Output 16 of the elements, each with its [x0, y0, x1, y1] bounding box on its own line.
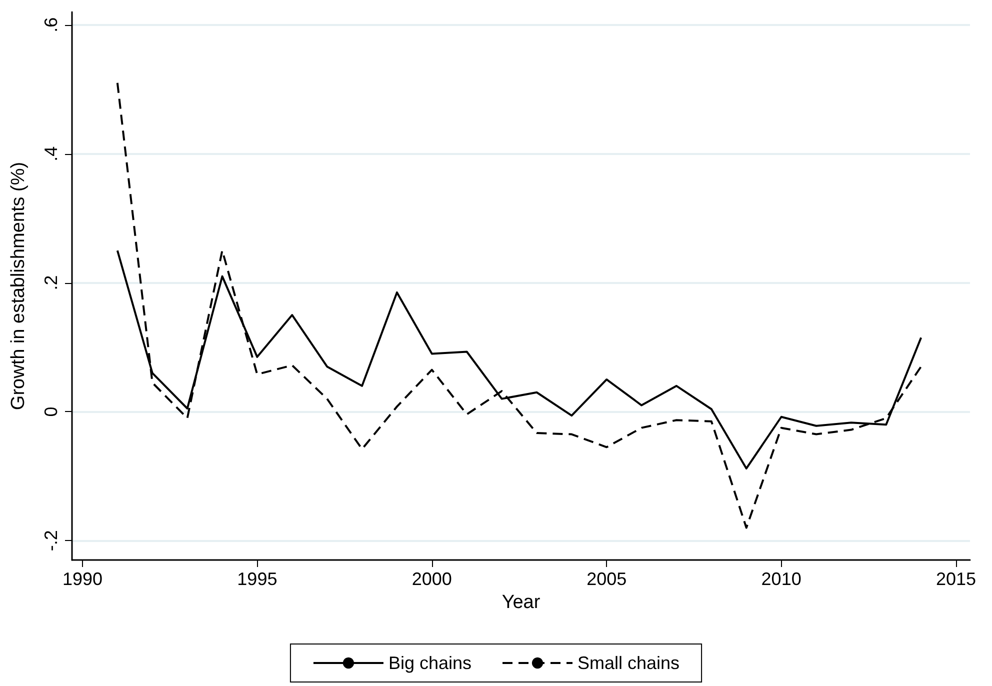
line-series	[116, 82, 922, 529]
y-tick-label: .4	[41, 146, 61, 162]
x-tick-label: 2000	[412, 569, 452, 589]
legend-label: Small chains	[578, 653, 680, 673]
x-tick-label: 1995	[237, 569, 278, 589]
y-tick-label: .6	[41, 17, 61, 32]
x-axis-title: Year	[502, 592, 541, 613]
y-tick-label: -.2	[41, 530, 61, 552]
x-tick-label: 2005	[586, 569, 627, 589]
y-tick-label: .2	[41, 275, 61, 290]
x-tick-label: 1990	[62, 569, 103, 589]
y-axis-title: Growth in establishments (%)	[8, 162, 29, 410]
x-tick-label: 2015	[936, 569, 976, 589]
x-tick-label: 2010	[761, 569, 802, 589]
legend-label: Big chains	[388, 653, 472, 673]
y-tick-label: 0	[41, 406, 61, 417]
